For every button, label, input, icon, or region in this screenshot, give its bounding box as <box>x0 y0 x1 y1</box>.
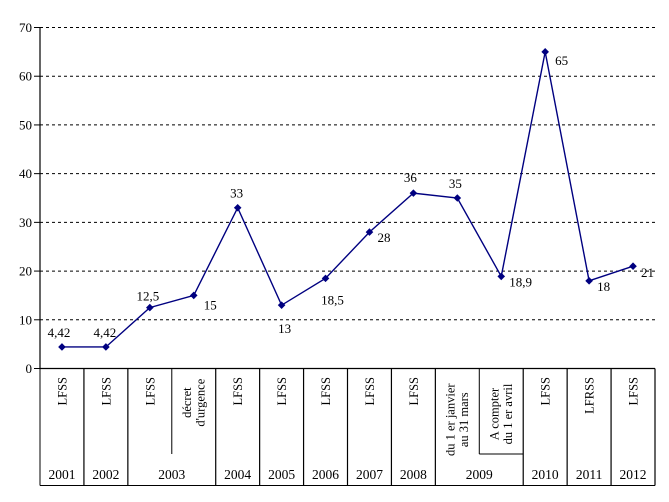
data-point-label: 65 <box>555 53 568 68</box>
data-point-label: 4,42 <box>48 325 71 340</box>
year-label: 2004 <box>224 467 251 482</box>
data-point-label: 36 <box>404 170 418 185</box>
category-label: LFSS <box>231 377 245 406</box>
category-label: LFRSS <box>583 377 597 414</box>
category-label: A compterdu 1 er avril <box>487 383 515 444</box>
category-label: LFSS <box>627 377 641 406</box>
y-axis-tick-label: 40 <box>19 166 32 181</box>
data-point-marker <box>453 194 462 202</box>
data-point-label: 28 <box>377 230 390 245</box>
data-point-label: 21 <box>641 265 654 280</box>
data-point-label: 12,5 <box>136 289 159 304</box>
category-label: LFSS <box>55 377 69 406</box>
category-label: décretd'urgence <box>180 378 208 426</box>
category-label: LFSS <box>363 377 377 406</box>
y-axis-tick-label: 60 <box>19 69 32 84</box>
year-label: 2007 <box>356 467 383 482</box>
year-label: 2012 <box>620 467 647 482</box>
data-point-marker <box>409 189 418 197</box>
y-axis-tick-label: 30 <box>19 215 32 230</box>
y-axis-tick-label: 10 <box>19 312 32 327</box>
data-point-marker <box>541 48 549 56</box>
data-point-marker <box>497 272 506 281</box>
year-label: 2011 <box>576 467 603 482</box>
category-label: LFSS <box>407 377 421 406</box>
data-point-marker <box>102 343 110 351</box>
data-point-marker <box>189 291 198 300</box>
data-point-marker <box>277 301 286 309</box>
category-label: du 1 er janvierau 31 mars <box>443 383 471 456</box>
year-label: 2009 <box>466 467 493 482</box>
category-label: LFSS <box>319 377 333 406</box>
data-point-label: 33 <box>230 186 243 201</box>
category-label: LFSS <box>539 377 553 406</box>
year-label: 2010 <box>532 467 559 482</box>
data-point-marker <box>233 203 242 212</box>
y-axis-tick-label: 70 <box>19 20 32 35</box>
data-point-label: 35 <box>449 176 462 191</box>
data-point-label: 13 <box>278 321 291 336</box>
data-point-marker <box>146 303 154 312</box>
category-label: LFSS <box>275 377 289 406</box>
y-axis-tick-label: 0 <box>26 361 33 376</box>
data-point-marker <box>585 277 593 285</box>
data-point-label: 15 <box>204 297 217 312</box>
data-point-label: 18 <box>597 279 610 294</box>
series-line <box>61 51 634 348</box>
year-label: 2002 <box>92 467 119 482</box>
data-point-marker <box>58 343 66 351</box>
category-label: LFSS <box>99 377 113 406</box>
data-point-label: 18,9 <box>509 274 532 289</box>
data-point-label: 4,42 <box>94 325 117 340</box>
year-label: 2008 <box>400 467 427 482</box>
year-label: 2003 <box>158 467 185 482</box>
year-label: 2006 <box>312 467 339 482</box>
year-label: 2005 <box>268 467 295 482</box>
year-label: 2001 <box>48 467 75 482</box>
data-point-marker <box>629 262 637 270</box>
y-axis-tick-label: 20 <box>19 264 32 279</box>
data-point-marker <box>321 274 330 283</box>
data-point-marker <box>365 228 374 236</box>
y-axis-tick-label: 50 <box>19 117 32 132</box>
category-label: LFSS <box>143 377 157 406</box>
data-point-label: 18,5 <box>321 292 344 307</box>
